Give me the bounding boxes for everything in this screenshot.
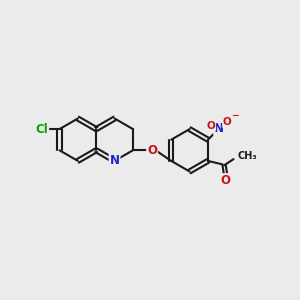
Text: N: N (110, 154, 120, 167)
Text: O: O (206, 121, 215, 130)
Text: N: N (214, 122, 224, 135)
Text: O: O (147, 144, 157, 157)
Text: O: O (223, 117, 232, 127)
Text: −: − (231, 111, 239, 120)
Text: O: O (220, 174, 231, 187)
Text: +: + (223, 117, 229, 126)
Text: Cl: Cl (35, 123, 48, 136)
Text: CH₃: CH₃ (238, 151, 258, 161)
